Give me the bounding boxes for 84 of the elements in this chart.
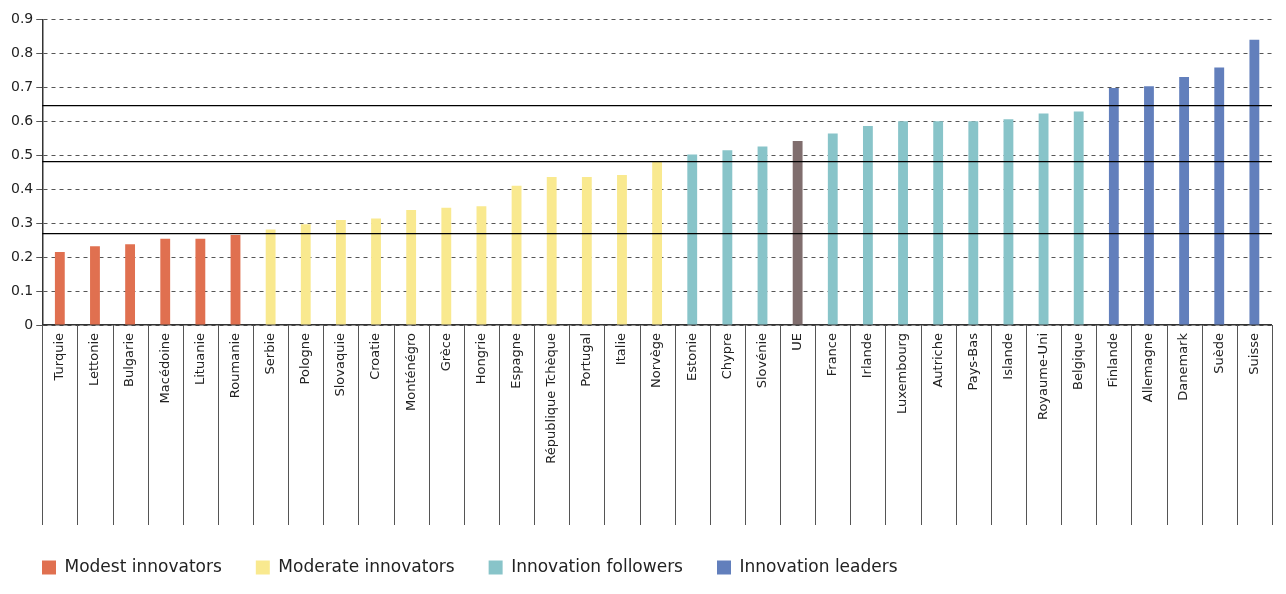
bar <box>968 121 979 325</box>
x-tick-label: Italie <box>613 333 629 366</box>
bar <box>160 238 171 325</box>
x-tick-label: Bulgarie <box>121 333 137 387</box>
bar <box>300 224 311 325</box>
x-tick-label: Serbie <box>262 333 278 375</box>
bar <box>54 252 65 325</box>
bar <box>933 121 944 325</box>
bar <box>722 150 733 325</box>
bar <box>617 174 627 325</box>
bar <box>652 162 663 325</box>
bar <box>1214 67 1225 325</box>
bar <box>335 220 346 325</box>
x-tick-label: Grèce <box>437 333 453 372</box>
x-tick-label: Suisse <box>1245 333 1261 375</box>
bar <box>792 140 803 325</box>
bar <box>230 235 241 325</box>
bar <box>1108 87 1119 325</box>
bar <box>898 121 908 325</box>
x-tick-label: Chypre <box>718 333 734 380</box>
bar <box>1073 111 1084 325</box>
y-tick-label: 0.2 <box>11 247 34 264</box>
bar <box>1179 77 1190 325</box>
x-tick-label: Hongrie <box>472 333 488 385</box>
bar <box>687 154 698 325</box>
x-tick-label: Lituanie <box>191 333 207 386</box>
bar <box>757 146 768 325</box>
bar <box>1038 113 1049 325</box>
x-tick-label: Finlande <box>1105 333 1121 388</box>
x-tick-label: Royaume-Uni <box>1034 333 1050 421</box>
x-tick-label: Lettonie <box>86 333 102 387</box>
y-tick-label: 0.3 <box>11 213 34 230</box>
x-tick-label: Turquie <box>51 333 67 382</box>
x-tick-label: Luxembourg <box>894 333 910 415</box>
bar <box>195 238 206 325</box>
bar <box>511 185 522 325</box>
bar <box>1144 86 1154 325</box>
y-tick-label: 0.6 <box>11 111 34 128</box>
y-tick-label: 0.9 <box>11 10 34 27</box>
x-tick-label: Roumanie <box>226 333 242 399</box>
legend-label: Modest innovators <box>64 555 222 576</box>
x-tick-label: UE <box>789 333 805 351</box>
x-tick-label: Portugal <box>578 333 594 387</box>
x-tick-label: Suède <box>1210 333 1226 374</box>
x-tick-label: Macédoine <box>156 333 172 404</box>
bar <box>1003 119 1014 325</box>
x-tick-label: France <box>824 333 840 377</box>
x-tick-label: Islande <box>999 333 1015 380</box>
x-tick-label: Estonie <box>683 333 699 381</box>
bar <box>827 133 838 325</box>
y-tick-label: 0.7 <box>11 77 34 94</box>
bar <box>581 176 592 325</box>
x-tick-label: Pays-Bas <box>964 332 980 391</box>
bar <box>371 218 381 325</box>
bar <box>862 126 873 325</box>
x-tick-label: Belgique <box>1070 333 1086 390</box>
x-tick-label: Norvège <box>648 333 664 388</box>
x-tick-label: République Tchèque <box>543 333 559 464</box>
x-tick-label: Croatie <box>367 333 383 380</box>
x-tick-label: Espagne <box>507 333 523 389</box>
legend-label: Innovation followers <box>511 555 684 576</box>
legend-label: Innovation leaders <box>739 555 898 576</box>
y-tick-label: 0 <box>24 315 34 332</box>
bar <box>406 209 417 325</box>
y-tick-label: 0.4 <box>11 179 34 196</box>
bar <box>476 206 487 325</box>
bar <box>125 244 136 325</box>
x-tick-label: Danemark <box>1175 332 1191 401</box>
x-tick-label: Irlande <box>859 333 875 379</box>
x-tick-label: Monténégro <box>402 332 418 412</box>
y-tick-label: 0.5 <box>11 145 34 162</box>
bar <box>265 229 276 325</box>
x-tick-label: Allemagne <box>1140 333 1156 403</box>
y-tick-label: 0.1 <box>11 281 34 298</box>
bar <box>1249 39 1260 325</box>
x-tick-label: Slovénie <box>753 333 769 389</box>
bar <box>441 207 452 325</box>
x-tick-label: Pologne <box>297 333 313 385</box>
x-tick-label: Slovaquie <box>332 333 348 397</box>
bar <box>546 176 557 325</box>
bar <box>90 246 100 325</box>
legend-label: Moderate innovators <box>278 555 455 576</box>
x-tick-label: Autriche <box>929 333 945 388</box>
y-tick-label: 0.8 <box>11 44 34 60</box>
